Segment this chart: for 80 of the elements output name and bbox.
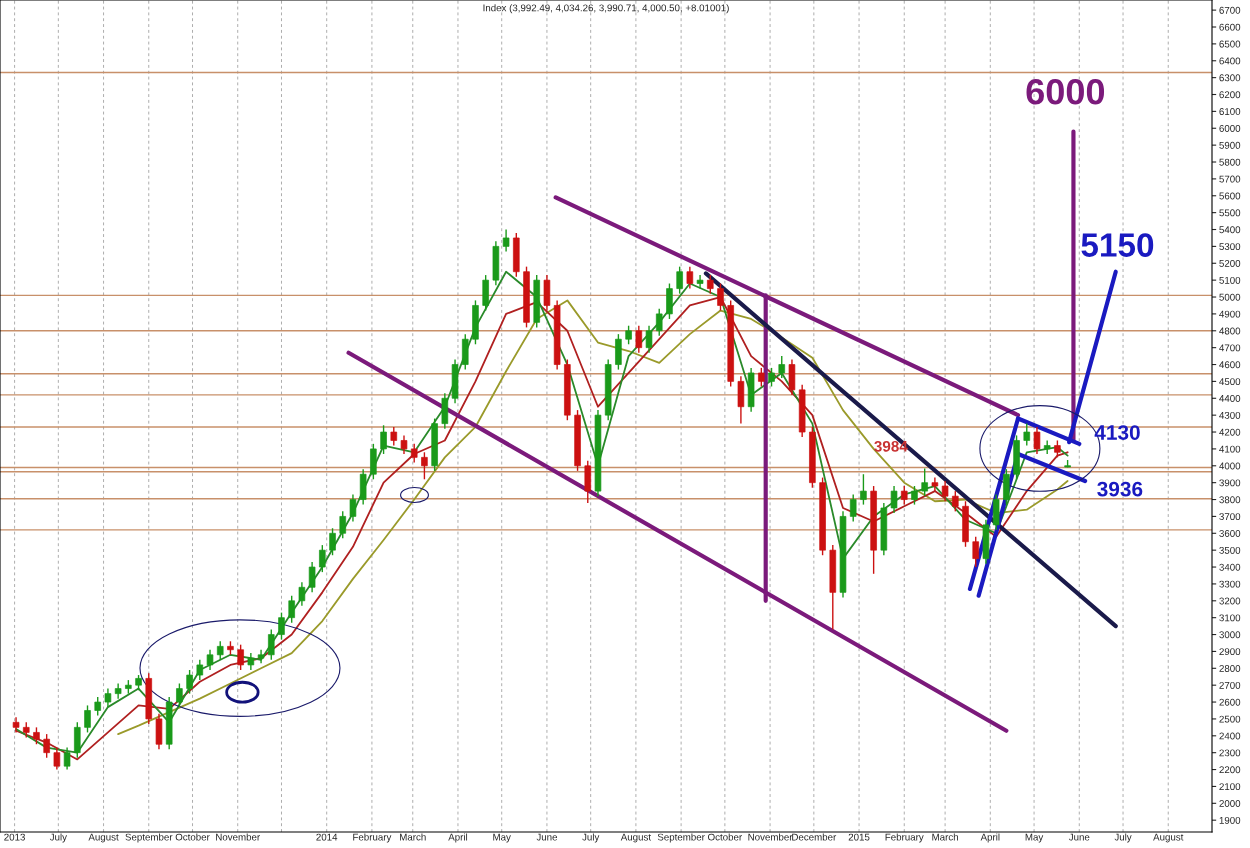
y-tick-label: 3200 xyxy=(1219,597,1241,605)
x-tick-label: August xyxy=(88,833,119,843)
y-tick-label: 3400 xyxy=(1219,563,1241,571)
y-tick-label: 6100 xyxy=(1219,108,1241,115)
x-tick-label: October xyxy=(708,833,742,841)
y-tick-label: 5700 xyxy=(1219,175,1241,183)
x-tick-label: February xyxy=(885,833,924,843)
x-tick-label: 2014 xyxy=(316,833,338,841)
x-tick-label: September xyxy=(657,833,705,843)
y-tick-label: 2200 xyxy=(1219,766,1241,774)
x-tick-label: June xyxy=(536,833,558,841)
x-tick-label: 2015 xyxy=(848,833,870,841)
x-tick-label: April xyxy=(448,833,468,843)
y-tick-label: 4800 xyxy=(1219,327,1241,335)
x-tick-label: December xyxy=(792,833,837,841)
y-tick-label: 5000 xyxy=(1219,293,1241,301)
y-tick-label: 4500 xyxy=(1219,378,1241,386)
y-tick-label: 5200 xyxy=(1219,260,1241,267)
y-tick-label: 4000 xyxy=(1219,462,1241,470)
y-tick-label: 4300 xyxy=(1219,411,1241,419)
y-tick-label: 5400 xyxy=(1219,226,1241,234)
x-tick-label: March xyxy=(932,833,958,841)
x-tick-label: August xyxy=(620,833,651,843)
annotation: 3936 xyxy=(1097,481,1143,497)
x-tick-label: 2013 xyxy=(4,833,25,841)
y-tick-label: 6400 xyxy=(1219,57,1241,65)
y-tick-label: 3500 xyxy=(1219,546,1241,554)
y-tick-label: 6600 xyxy=(1219,23,1241,31)
y-tick-label: 1900 xyxy=(1219,816,1241,824)
y-tick-label: 5800 xyxy=(1219,158,1241,166)
x-tick-label: May xyxy=(493,833,511,843)
chart-title: Index (3,992.49, 4,034.26, 3,990.71, 4,000.50, +8.01001) xyxy=(483,4,729,14)
y-tick-label: 2300 xyxy=(1219,749,1241,757)
y-tick-label: 4400 xyxy=(1219,395,1241,402)
x-tick-label: May xyxy=(1025,833,1044,843)
y-tick-label: 6300 xyxy=(1219,74,1241,82)
y-tick-label: 3100 xyxy=(1219,614,1241,622)
y-tick-label: 2900 xyxy=(1219,648,1241,656)
y-tick-label: 5900 xyxy=(1219,141,1241,149)
x-tick-label: February xyxy=(353,833,392,843)
x-tick-label: August xyxy=(1153,833,1184,843)
x-tick-label: July xyxy=(1114,833,1132,843)
y-tick-label: 6000 xyxy=(1219,124,1241,132)
y-tick-label: 2600 xyxy=(1219,698,1241,706)
y-tick-label: 2100 xyxy=(1219,783,1241,791)
x-tick-label: October xyxy=(175,833,210,841)
y-tick-label: 3900 xyxy=(1219,479,1241,487)
y-tick-label: 6200 xyxy=(1219,91,1241,99)
x-tick-label: June xyxy=(1068,833,1090,841)
y-tick-label: 3000 xyxy=(1219,631,1241,639)
y-tick-label: 3700 xyxy=(1219,513,1241,521)
y-tick-label: 2800 xyxy=(1219,665,1241,672)
y-tick-label: 4100 xyxy=(1219,445,1241,453)
y-tick-label: 2000 xyxy=(1219,800,1241,807)
y-tick-label: 2400 xyxy=(1219,732,1241,740)
annotation: 4130 xyxy=(1094,425,1140,440)
y-tick-label: 4900 xyxy=(1219,310,1241,318)
y-tick-label: 5600 xyxy=(1219,192,1241,200)
y-tick-label: 2500 xyxy=(1219,715,1241,723)
y-tick-label: 4600 xyxy=(1219,361,1241,369)
y-tick-label: 2700 xyxy=(1219,681,1241,689)
y-tick-label: 3300 xyxy=(1219,580,1241,588)
x-tick-label: July xyxy=(582,833,600,843)
y-tick-label: 4200 xyxy=(1219,428,1241,436)
x-tick-label: April xyxy=(980,833,1000,843)
x-tick-label: November xyxy=(748,833,793,841)
x-tick-label: September xyxy=(125,833,173,843)
y-tick-label: 5500 xyxy=(1219,209,1241,217)
y-tick-label: 4700 xyxy=(1219,344,1241,352)
annotation: 6000 xyxy=(1026,78,1105,105)
x-tick-label: March xyxy=(400,833,426,841)
y-tick-label: 3600 xyxy=(1219,530,1241,537)
y-tick-label: 6700 xyxy=(1219,6,1241,14)
y-tick-label: 3800 xyxy=(1219,496,1241,504)
annotation: 5150 xyxy=(1081,233,1154,257)
x-tick-label: November xyxy=(216,833,260,841)
y-tick-label: 5100 xyxy=(1219,276,1241,284)
x-tick-label: July xyxy=(49,833,67,843)
y-tick-label: 6500 xyxy=(1219,40,1241,48)
y-tick-label: 5300 xyxy=(1219,243,1241,251)
